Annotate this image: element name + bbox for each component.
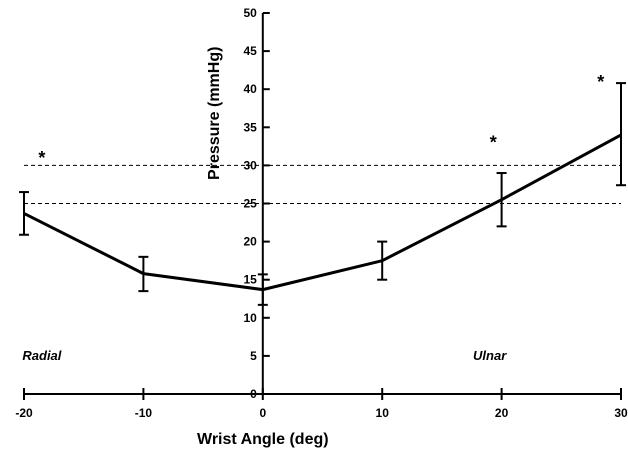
y-tick-label: 20 [243, 235, 257, 249]
x-tick-label: 30 [614, 406, 628, 420]
x-tick-label: -20 [15, 406, 33, 420]
significance-marker: * [597, 72, 604, 92]
x-tick-label: -10 [135, 406, 153, 420]
y-axis-title: Pressure (mmHg) [206, 47, 223, 180]
region-label-ulnar: Ulnar [473, 348, 507, 363]
error-bar [138, 255, 149, 293]
y-tick-label: 25 [243, 197, 257, 211]
reference-lines [24, 164, 621, 204]
y-tick-label: 45 [243, 44, 257, 58]
y-tick-label: 15 [243, 273, 257, 287]
y-tick-label: 50 [243, 6, 257, 20]
significance-marker: * [490, 133, 497, 153]
x-axis-title: Wrist Angle (deg) [197, 431, 329, 448]
region-label-radial: Radial [22, 348, 61, 363]
error-bar [257, 273, 268, 306]
y-tick-label: 35 [243, 120, 257, 134]
x-tick-label: 10 [376, 406, 390, 420]
y-tick-label: 30 [243, 158, 257, 172]
y-tick-label: 40 [243, 82, 257, 96]
y-tick-label: 5 [250, 349, 257, 363]
error-bar [19, 191, 29, 236]
y-tick-label: 10 [243, 311, 257, 325]
ticks: -20 -10 0 10 20 30 0 5 10 15 20 25 30 35 40 45 50 [15, 6, 628, 420]
annotations: * * * Radial Ulnar [22, 72, 604, 363]
x-tick-label: 20 [495, 406, 509, 420]
significance-marker: * [38, 148, 45, 168]
error-bar [496, 172, 507, 228]
data-series [19, 82, 626, 306]
y-tick-label: 0 [250, 387, 257, 401]
error-bar [377, 240, 388, 281]
series-line [23, 133, 622, 292]
x-tick-label: 0 [259, 406, 266, 420]
error-bar [616, 82, 626, 187]
